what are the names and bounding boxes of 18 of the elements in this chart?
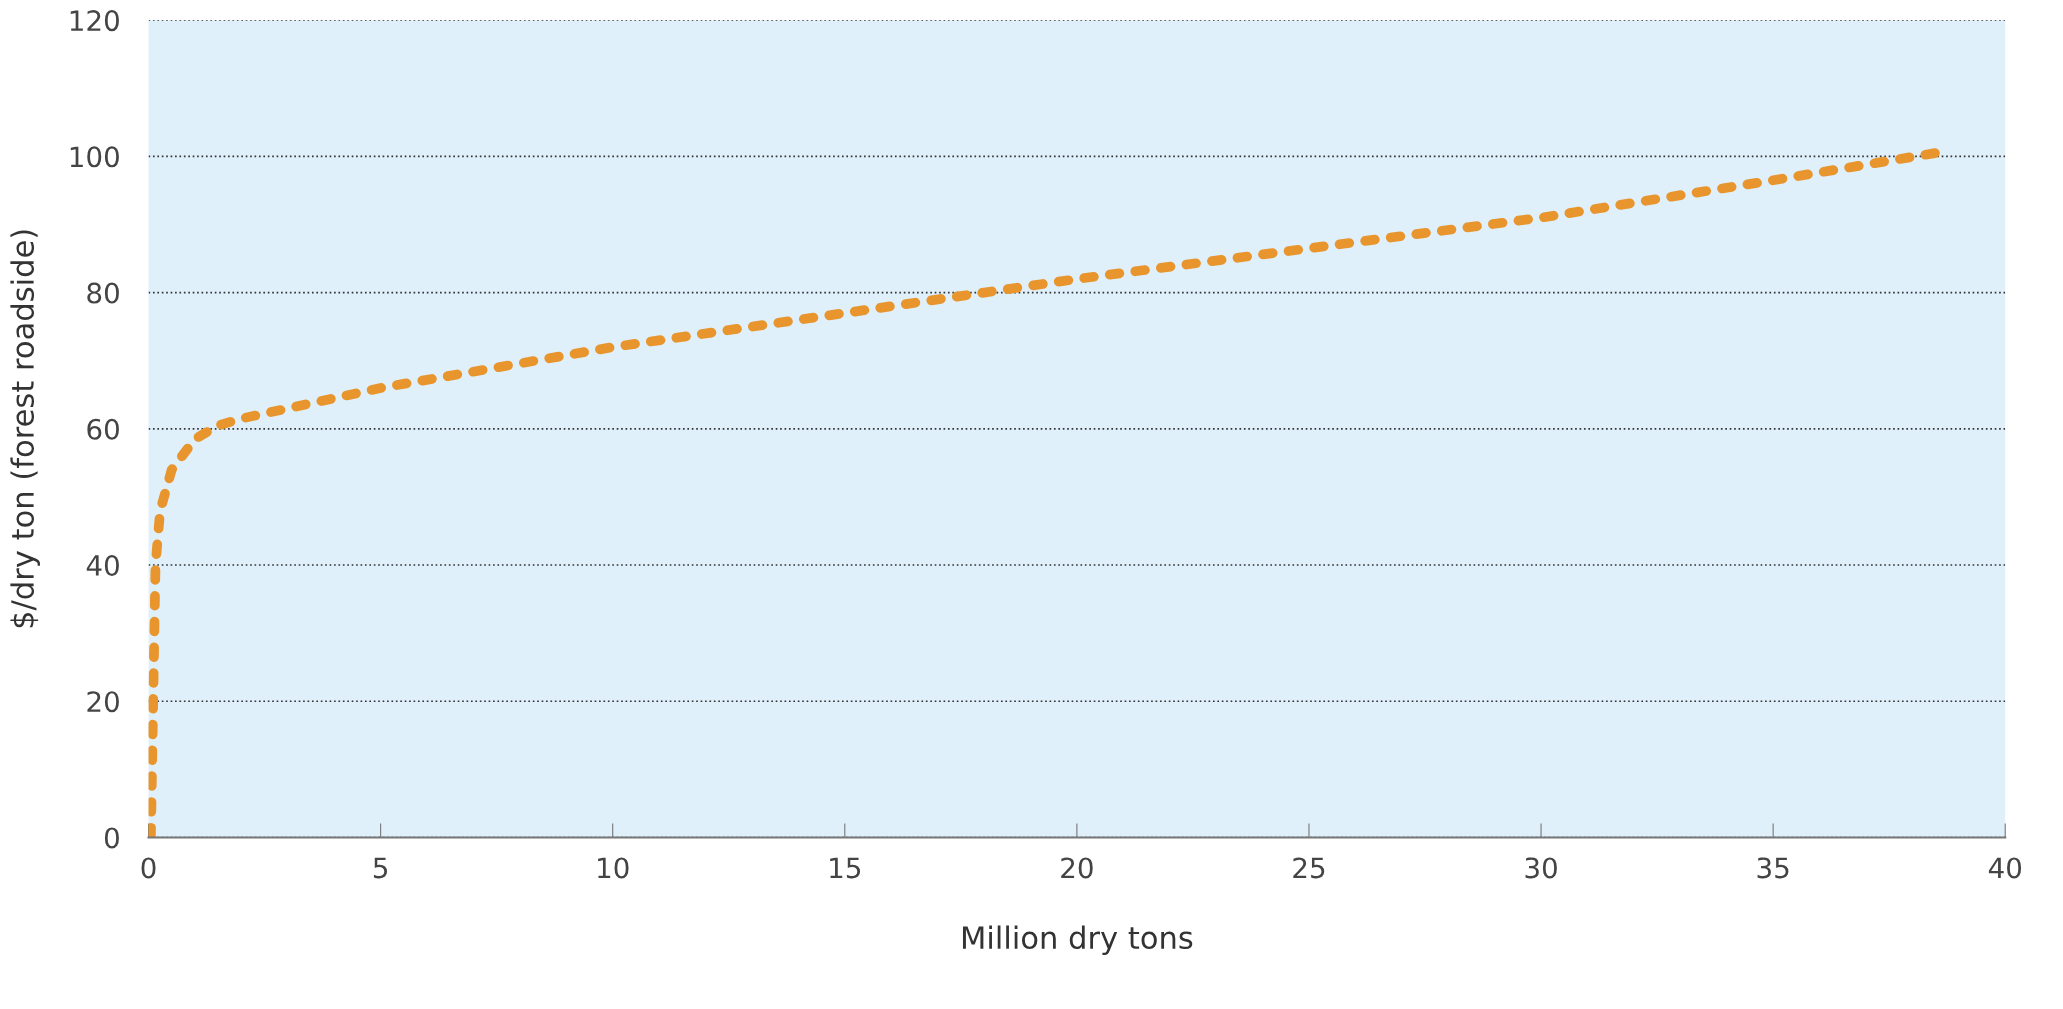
y-axis-title: $/dry ton (forest roadside) [10,230,40,628]
x-tick-label: 20 [1061,857,1093,879]
x-tick-label: 25 [1293,857,1325,879]
x-tick-label: 30 [1525,857,1557,879]
y-tick-label: 80 [87,282,119,304]
y-tick-label: 100 [70,146,119,168]
x-tick-label: 10 [598,857,629,879]
x-tick-label: 40 [1988,857,2022,879]
x-tick-label: 5 [373,857,388,879]
x-tick-label: 0 [141,857,156,879]
y-tick-label: 40 [86,554,119,576]
y-tick-label: 0 [104,827,119,849]
x-tick-label: 35 [1757,857,1789,879]
y-tick-label: 60 [87,418,119,440]
x-axis-title: Million dry tons [962,925,1193,956]
x-tick-label: 15 [830,857,861,879]
y-tick-label: 20 [87,691,119,713]
y-tick-label: 120 [70,10,119,32]
